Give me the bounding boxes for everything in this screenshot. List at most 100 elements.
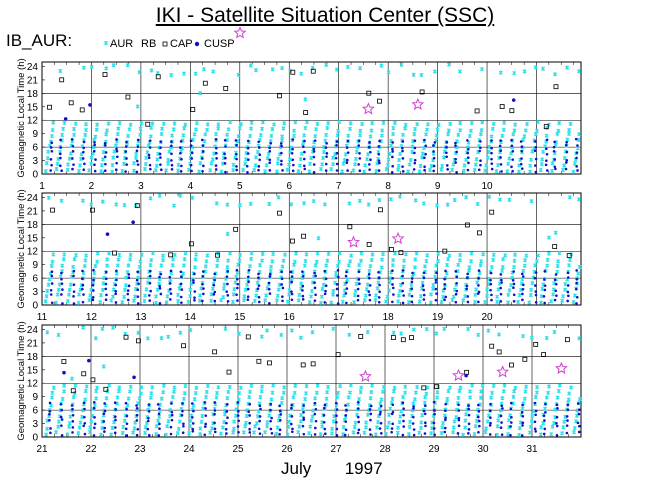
aur-point: [320, 420, 325, 425]
aur-point: [76, 169, 81, 174]
aur-point: [267, 413, 272, 418]
aur-point: [446, 257, 451, 262]
cusp-point: [555, 424, 559, 428]
aur-point: [557, 250, 562, 255]
cusp-point: [290, 290, 293, 293]
aur-point: [403, 126, 408, 131]
cusp-point: [126, 289, 130, 292]
aur-point: [315, 251, 320, 256]
cusp-point: [179, 146, 182, 149]
cusp-point: [377, 270, 380, 274]
cusp-point: [87, 358, 91, 363]
cusp-point: [201, 169, 204, 173]
aur-point: [528, 424, 533, 429]
cusp-point: [555, 294, 558, 297]
cusp-point: [412, 415, 415, 419]
day-label: 19: [432, 312, 444, 323]
aur-point: [106, 251, 112, 256]
aur-point: [231, 426, 236, 431]
cusp-point: [334, 156, 338, 160]
cusp-point: [278, 428, 282, 432]
cusp-point: [455, 150, 458, 154]
aur-point: [464, 157, 469, 162]
cusp-point: [336, 268, 340, 272]
aur-point: [546, 251, 551, 256]
cusp-point: [301, 424, 305, 428]
aur-point: [451, 430, 456, 435]
aur-point: [205, 127, 210, 132]
cap-point: [134, 203, 140, 209]
cusp-point: [268, 158, 272, 162]
cusp-point: [358, 169, 362, 172]
cusp-point: [159, 140, 163, 143]
cusp-point: [246, 287, 250, 291]
aur-point: [352, 300, 357, 305]
aur-point: [198, 293, 203, 298]
aur-point: [461, 168, 466, 173]
cusp-point: [280, 144, 283, 148]
cusp-point: [367, 272, 371, 276]
cusp-point: [544, 402, 547, 406]
cusp-point: [368, 284, 372, 287]
aur-point: [155, 157, 160, 162]
cap-point: [533, 342, 539, 347]
cusp-point: [256, 287, 260, 290]
aur-point: [512, 258, 517, 263]
cusp-point: [159, 156, 162, 159]
aur-point: [109, 432, 114, 437]
cusp-point: [127, 284, 131, 288]
aur-point: [562, 156, 567, 161]
aur-point: [568, 121, 573, 126]
aur-point: [363, 163, 368, 168]
aur-point: [270, 127, 275, 132]
aur-point: [359, 385, 364, 390]
aur-point: [53, 300, 59, 305]
cusp-point: [391, 141, 394, 144]
cusp-point: [102, 412, 106, 416]
y-tick-label: 0: [32, 301, 38, 312]
aur-point: [364, 420, 369, 425]
cusp-point: [432, 156, 436, 160]
aur-point: [125, 63, 130, 68]
aur-point: [346, 395, 351, 400]
cusp-point: [125, 157, 128, 160]
aur-point: [332, 414, 337, 419]
aur-point: [289, 328, 294, 333]
cusp-point: [490, 293, 493, 297]
cusp-point: [489, 282, 493, 286]
day-label: 3: [138, 181, 144, 192]
aur-point: [142, 298, 147, 303]
aur-point: [226, 389, 231, 394]
aur-point: [303, 97, 308, 102]
aur-point: [92, 270, 97, 275]
aur-point: [281, 390, 286, 395]
cusp-point: [180, 164, 183, 168]
cusp-point: [444, 409, 447, 413]
cusp-point: [114, 301, 118, 304]
cusp-point: [402, 419, 405, 423]
aur-point: [225, 138, 230, 143]
cusp-point: [125, 414, 129, 418]
cusp-point: [552, 145, 556, 149]
cap-point: [155, 74, 161, 80]
y-tick-label: 12: [27, 247, 39, 258]
cusp-point: [411, 271, 414, 275]
cusp-point: [268, 149, 272, 153]
aur-point: [279, 138, 285, 143]
aur-point: [72, 132, 77, 137]
aur-point: [494, 432, 500, 437]
cusp-point: [49, 289, 53, 292]
cusp-point: [392, 293, 395, 296]
aur-point: [551, 421, 557, 426]
cusp-point: [335, 414, 338, 418]
aur-point: [237, 391, 242, 396]
aur-point: [304, 120, 309, 125]
cusp-point: [499, 149, 502, 153]
aur-point: [348, 259, 353, 264]
aur-point: [485, 287, 490, 292]
aur-point: [155, 287, 160, 292]
aur-point: [222, 412, 227, 417]
cusp-point: [554, 289, 558, 293]
aur-point: [512, 389, 517, 394]
cusp-point: [575, 165, 578, 168]
